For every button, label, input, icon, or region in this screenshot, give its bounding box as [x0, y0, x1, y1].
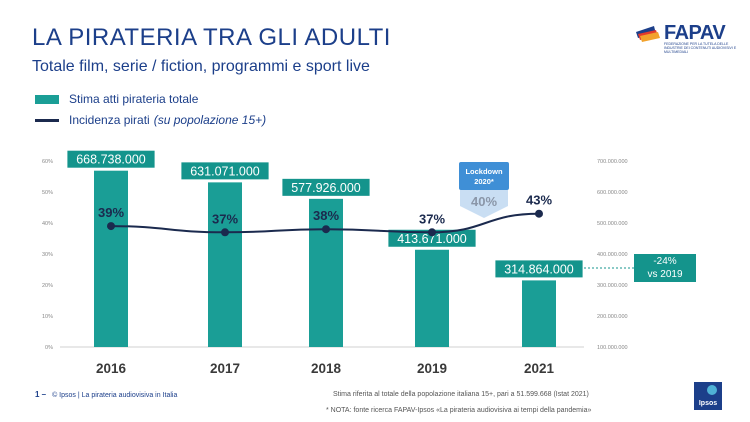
right-tick-label: 200.000.000	[597, 314, 628, 320]
page-subtitle: Totale film, serie / fiction, programmi …	[32, 58, 370, 75]
legend-line-swatch	[35, 118, 59, 122]
left-tick-label: 30%	[42, 252, 53, 258]
legend-line: Incidenza pirati (su popolazione 15+)	[35, 113, 266, 127]
right-tick-label: 300.000.000	[597, 283, 628, 289]
incidence-label: 39%	[98, 205, 124, 220]
incidence-label: 37%	[419, 211, 445, 226]
left-tick-label: 0%	[45, 345, 53, 351]
fapav-logo-icon	[636, 26, 660, 42]
bar-value-box	[495, 260, 583, 278]
category-label: 2016	[96, 361, 127, 376]
left-tick-label: 40%	[42, 221, 53, 227]
category-label: 2018	[311, 361, 342, 376]
bar-value-box	[282, 178, 370, 196]
footnote-source: * NOTA: fonte ricerca FAPAV-Ipsos «La pi…	[326, 407, 592, 414]
lockdown-label-line2: 2020*	[474, 177, 494, 186]
fapav-logo-text: FAPAV	[664, 22, 726, 44]
change-percent: -24%	[653, 256, 677, 267]
legend-line-label: Incidenza pirati	[69, 113, 150, 127]
footnote-population: Stima riferita al totale della popolazio…	[333, 391, 589, 398]
bar	[309, 198, 343, 347]
right-tick-label: 400.000.000	[597, 252, 628, 258]
legend-bars: Stima atti pirateria totale	[35, 92, 198, 106]
incidence-point	[322, 225, 330, 234]
bar-value-label: 413.671.000	[397, 232, 467, 246]
bar	[522, 280, 556, 347]
legend-bar-swatch	[35, 94, 59, 104]
category-label: 2017	[210, 361, 240, 376]
incidence-point	[107, 222, 115, 231]
bar-value-box	[388, 229, 476, 247]
bar	[94, 170, 128, 347]
bar-value-label: 314.864.000	[504, 262, 574, 276]
lockdown-value: 40%	[471, 194, 497, 209]
right-tick-label: 100.000.000	[597, 345, 628, 351]
left-tick-label: 60%	[42, 159, 53, 165]
bar	[208, 182, 242, 347]
fapav-logo-subline: FEDERAZIONE PER LA TUTELA DELLE INDUSTRI…	[664, 42, 737, 54]
lockdown-box	[459, 162, 509, 190]
change-vs-2019-box: -24% vs 2019	[634, 254, 696, 282]
page-title: LA PIRATERIA TRA GLI ADULTI	[32, 24, 391, 51]
category-label: 2019	[417, 361, 447, 376]
incidence-label: 38%	[313, 208, 339, 223]
change-reference: vs 2019	[647, 269, 683, 280]
left-tick-label: 10%	[42, 314, 53, 320]
source-text: © Ipsos | La pirateria audiovisiva in It…	[52, 392, 178, 399]
legend-line-note: (su popolazione 15+)	[153, 113, 267, 127]
incidence-point	[535, 209, 543, 218]
bar-value-label: 631.071.000	[190, 164, 260, 178]
left-tick-label: 20%	[42, 283, 53, 289]
bar-value-box	[67, 150, 155, 168]
right-tick-label: 500.000.000	[597, 221, 628, 227]
right-tick-label: 600.000.000	[597, 190, 628, 196]
bar-value-box	[181, 162, 269, 180]
right-tick-label: 700.000.000	[597, 159, 628, 165]
incidence-point	[221, 228, 229, 237]
category-label: 2021	[524, 361, 555, 376]
incidence-point	[428, 228, 436, 237]
page-number: 1 –	[35, 390, 47, 399]
bar	[415, 249, 449, 347]
ipsos-logo-dot-icon	[707, 385, 717, 395]
bar-value-label: 577.926.000	[291, 181, 361, 195]
incidence-label: 43%	[526, 193, 552, 208]
left-tick-label: 50%	[42, 190, 53, 196]
lockdown-label-line1: Lockdown	[465, 167, 503, 176]
lockdown-arrow	[460, 190, 508, 218]
footer-source: 1 – © Ipsos | La pirateria audiovisiva i…	[35, 390, 177, 399]
incidence-label: 37%	[212, 211, 238, 226]
legend-bars-label: Stima atti pirateria totale	[69, 92, 199, 106]
bar-value-label: 668.738.000	[76, 153, 146, 167]
